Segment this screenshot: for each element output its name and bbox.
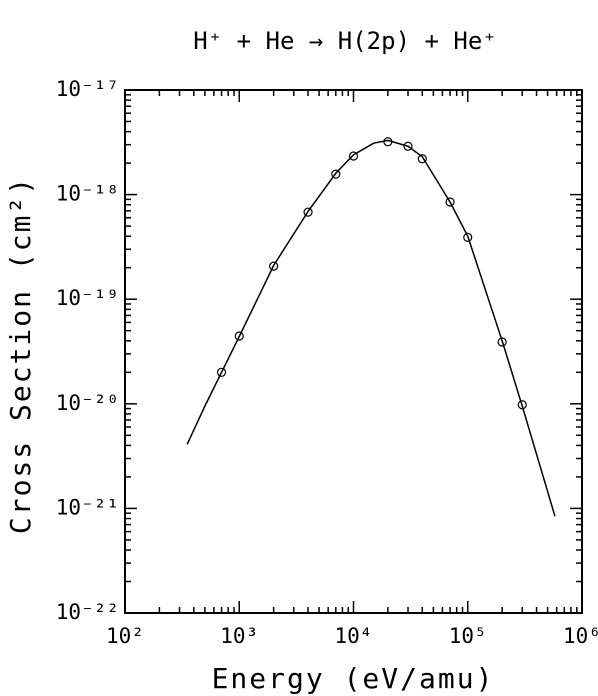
x-tick-label: 10² xyxy=(106,624,144,648)
data-point xyxy=(383,137,393,147)
plot-frame xyxy=(124,89,583,614)
data-point xyxy=(331,169,341,179)
data-point xyxy=(348,151,359,161)
data-point xyxy=(517,400,527,410)
x-tick-label: 10⁵ xyxy=(449,624,487,648)
x-tick-label: 10⁴ xyxy=(335,624,373,648)
x-tick-label: 10³ xyxy=(220,624,258,648)
y-tick-label: 10⁻²⁰ xyxy=(56,391,119,415)
data-point xyxy=(403,141,413,151)
y-axis-label: Cross Section (cm²) xyxy=(4,176,37,534)
data-point xyxy=(269,261,279,271)
y-tick-label: 10⁻¹⁹ xyxy=(56,286,119,310)
data-point xyxy=(234,331,244,341)
data-point xyxy=(463,232,473,242)
y-tick-label: 10⁻¹⁸ xyxy=(56,182,119,206)
fit-curve xyxy=(186,139,556,517)
data-point xyxy=(497,337,507,347)
data-point xyxy=(216,367,227,377)
y-tick-label: 10⁻¹⁷ xyxy=(56,77,119,101)
data-point xyxy=(445,197,455,207)
x-axis-label: Energy (eV/amu) xyxy=(212,662,495,695)
y-tick-label: 10⁻²² xyxy=(56,600,119,624)
x-tick-label: 10⁶ xyxy=(563,624,598,648)
chart-title: H⁺ + He → H(2p) + He⁺ xyxy=(193,27,496,55)
data-point xyxy=(417,154,427,164)
data-point xyxy=(303,207,313,217)
y-tick-label: 10⁻²¹ xyxy=(56,495,119,519)
